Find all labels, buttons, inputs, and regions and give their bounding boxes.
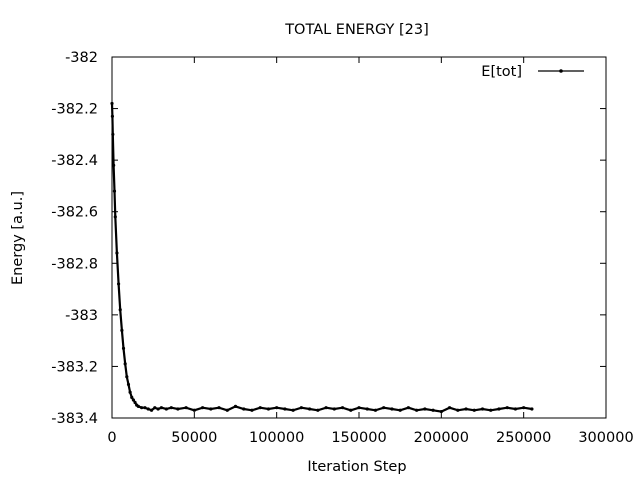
y-tick-label: -382: [65, 50, 98, 66]
data-point: [456, 408, 460, 412]
data-point: [125, 375, 129, 379]
x-tick-label: 300000: [578, 430, 633, 446]
data-point: [153, 406, 157, 410]
y-tick-label: -383: [65, 308, 98, 324]
data-point: [176, 407, 180, 411]
data-point: [156, 407, 160, 411]
data-point: [489, 408, 493, 412]
x-tick-label: 0: [107, 430, 116, 446]
data-point: [184, 406, 188, 410]
data-point: [136, 404, 140, 408]
data-point: [133, 400, 137, 405]
y-ticks: -382 -382.2 -382.4 -382.6 -382.8 -383 -383.2 -3…: [51, 50, 606, 427]
data-point: [464, 407, 468, 411]
chart-title: TOTAL ENERGY [23]: [284, 22, 429, 38]
data-point: [480, 407, 485, 411]
y-tick-label: -382.2: [51, 102, 98, 118]
data-point: [447, 406, 452, 410]
data-point: [121, 346, 126, 350]
data-point: [258, 406, 262, 410]
data-point: [225, 408, 229, 412]
legend: E[tot]: [481, 64, 584, 80]
data-point: [143, 406, 147, 410]
data-point: [406, 406, 410, 410]
data-point: [159, 406, 163, 410]
data-point: [217, 406, 221, 410]
x-ticks: 0 50000 100000 150000 200000 250000 300000: [107, 57, 634, 446]
data-point: [324, 406, 328, 410]
data-point: [497, 407, 501, 411]
data-point: [169, 406, 173, 410]
data-point: [120, 328, 124, 332]
data-point: [233, 404, 238, 408]
data-point: [415, 408, 419, 412]
data-point: [423, 407, 427, 411]
y-tick-label: -382.6: [51, 205, 98, 221]
data-point: [140, 406, 144, 410]
data-point: [308, 407, 312, 411]
data-point: [266, 407, 271, 411]
data-point: [349, 408, 353, 412]
data-point: [382, 406, 386, 410]
data-point: [439, 409, 443, 414]
data-point: [431, 408, 435, 412]
data-point: [200, 406, 205, 410]
data-point: [126, 382, 131, 387]
x-tick-label: 50000: [171, 430, 217, 446]
data-point: [130, 395, 134, 399]
x-tick-label: 100000: [249, 430, 304, 446]
data-point: [118, 308, 122, 312]
data-point: [332, 407, 336, 411]
data-point: [283, 407, 287, 411]
data-point: [250, 408, 254, 412]
y-axis-label: Energy [a.u.]: [10, 191, 26, 285]
data-point: [146, 407, 150, 411]
data-point: [530, 407, 534, 411]
data-point: [357, 406, 361, 410]
data-point: [242, 407, 246, 411]
data-point: [115, 251, 119, 255]
legend-marker: [559, 69, 563, 73]
data-point: [472, 408, 476, 412]
data-point: [128, 390, 132, 394]
x-tick-label: 250000: [496, 430, 551, 446]
data-point: [513, 407, 518, 411]
y-tick-label: -382.8: [51, 256, 98, 272]
plot-frame: [111, 56, 607, 419]
data-point: [209, 407, 213, 411]
data-point: [113, 215, 117, 219]
x-tick-label: 150000: [331, 430, 386, 446]
y-tick-label: -383.4: [51, 411, 98, 427]
data-point: [522, 406, 526, 410]
y-tick-label: -383.2: [51, 359, 98, 375]
legend-label: E[tot]: [481, 64, 522, 80]
data-point: [149, 408, 154, 412]
series-line: [110, 103, 533, 413]
data-point: [340, 406, 345, 410]
y-tick-label: -382.4: [51, 153, 98, 169]
data-point: [373, 408, 378, 412]
data-point: [123, 362, 127, 366]
data-point: [291, 408, 295, 412]
x-tick-label: 200000: [414, 430, 469, 446]
data-point: [131, 398, 136, 402]
data-point: [398, 408, 402, 412]
data-point: [112, 163, 116, 167]
data-point: [316, 408, 320, 412]
data-point: [365, 407, 369, 411]
data-point: [192, 408, 196, 412]
data-point: [112, 189, 117, 193]
data-point: [390, 407, 394, 411]
x-axis-label: Iteration Step: [307, 459, 406, 475]
data-point: [164, 407, 168, 411]
data-point: [299, 406, 303, 410]
data-point: [505, 406, 509, 410]
plot-series: [110, 101, 534, 414]
data-point: [116, 282, 121, 286]
data-point: [275, 406, 279, 410]
